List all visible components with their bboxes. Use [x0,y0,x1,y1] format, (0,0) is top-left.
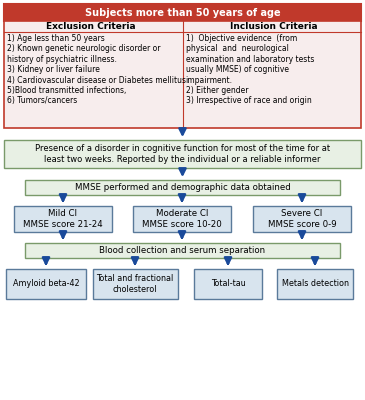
Bar [25,180,340,195]
Text: Moderate CI
MMSE score 10-20: Moderate CI MMSE score 10-20 [142,209,222,229]
Text: Amyloid beta-42: Amyloid beta-42 [13,280,79,288]
Bar [133,206,231,232]
Text: Severe CI
MMSE score 0-9: Severe CI MMSE score 0-9 [268,209,336,229]
Text: 1)  Objective evidence  (from
physical  and  neurological
examination and labora: 1) Objective evidence (from physical and… [185,34,314,105]
Bar [14,206,112,232]
Text: Subjects more than 50 years of age: Subjects more than 50 years of age [85,8,280,18]
Bar [25,243,340,258]
Text: Total-tau: Total-tau [211,280,245,288]
Text: 1) Age less than 50 years
2) Known genetic neurologic disorder or
history of psy: 1) Age less than 50 years 2) Known genet… [7,34,186,105]
Text: Metals detection: Metals detection [281,280,349,288]
Bar [253,206,351,232]
Text: MMSE performed and demographic data obtained: MMSE performed and demographic data obta… [74,183,291,192]
Bar [92,269,177,299]
Bar [4,4,361,21]
Bar [6,269,86,299]
Bar [194,269,262,299]
Bar [277,269,353,299]
Bar [4,140,361,168]
Text: Total and fractional
cholesterol: Total and fractional cholesterol [96,274,174,294]
Text: Inclusion Criteria: Inclusion Criteria [230,22,318,31]
Bar [4,21,361,128]
Text: Mild CI
MMSE score 21-24: Mild CI MMSE score 21-24 [23,209,103,229]
Text: Exclusion Criteria: Exclusion Criteria [46,22,136,31]
Text: Blood collection and serum separation: Blood collection and serum separation [99,246,266,255]
Text: Presence of a disorder in cognitive function for most of the time for at
least t: Presence of a disorder in cognitive func… [35,144,330,164]
